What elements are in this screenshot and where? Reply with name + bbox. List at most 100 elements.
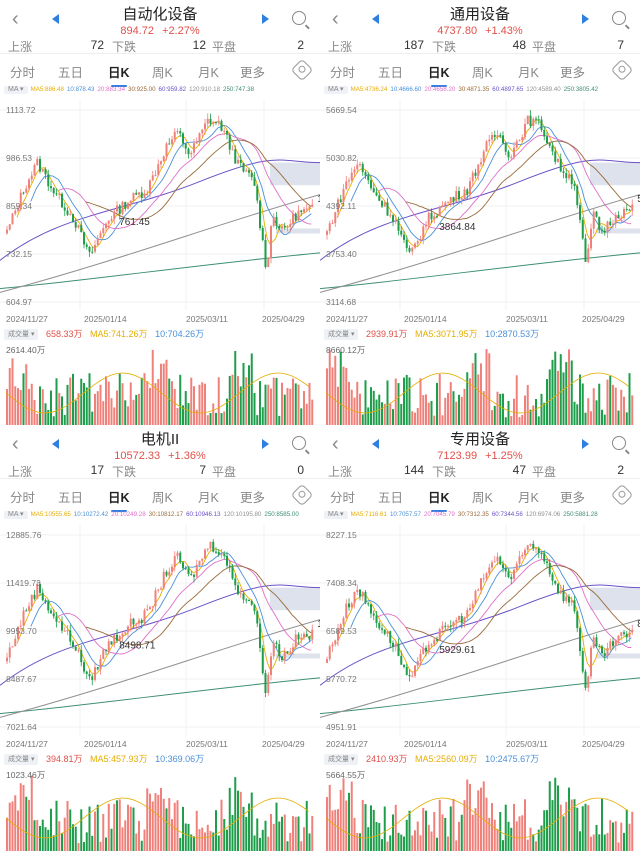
search-icon[interactable] (292, 436, 306, 450)
tab-0[interactable]: 分时 (330, 491, 356, 505)
volume-bar (452, 391, 455, 426)
prev-arrow-icon[interactable] (372, 439, 379, 449)
tab-1[interactable]: 五日 (58, 491, 84, 505)
volume-bar (278, 415, 281, 426)
volume-bar (573, 799, 576, 851)
prev-arrow-icon[interactable] (52, 439, 59, 449)
tab-3[interactable]: 周K (472, 491, 493, 505)
tab-5[interactable]: 更多 (560, 66, 586, 80)
tab-5[interactable]: 更多 (560, 491, 586, 505)
tab-2[interactable]: 日K (428, 487, 450, 512)
volume-bar (132, 399, 135, 426)
candle (270, 656, 272, 675)
volume-bar (231, 374, 234, 426)
volume-bar (212, 832, 215, 851)
candle (267, 674, 270, 693)
candlestick-chart[interactable]: 1090.59 761.45 (0, 100, 320, 312)
tab-5[interactable]: 更多 (240, 66, 266, 80)
volume-chart[interactable] (320, 343, 640, 426)
volume-bar (270, 388, 272, 426)
candle (297, 210, 300, 221)
ma-selector[interactable]: MA ▾ (4, 86, 28, 94)
volume-bar (237, 790, 239, 851)
tab-0[interactable]: 分时 (10, 491, 36, 505)
candle (370, 180, 372, 189)
tab-1[interactable]: 五日 (378, 491, 404, 505)
candlestick-chart[interactable]: 12619.21 8498.71 (0, 525, 320, 737)
candle (190, 152, 193, 155)
back-icon[interactable]: ‹ (332, 8, 339, 30)
back-icon[interactable]: ‹ (332, 433, 339, 455)
tab-2[interactable]: 日K (108, 62, 130, 87)
candle (176, 552, 179, 557)
volume-bar (348, 381, 350, 426)
volume-bar (259, 837, 261, 851)
volume-bar (157, 379, 160, 426)
tab-4[interactable]: 月K (518, 491, 539, 505)
volume-bar (33, 820, 36, 851)
volume-bar (383, 806, 386, 851)
tab-4[interactable]: 月K (198, 491, 219, 505)
volume-bar (116, 800, 118, 851)
tab-3[interactable]: 周K (152, 66, 173, 80)
volume-chart[interactable] (0, 343, 320, 426)
next-arrow-icon[interactable] (262, 439, 269, 449)
tab-1[interactable]: 五日 (378, 66, 404, 80)
next-arrow-icon[interactable] (582, 439, 589, 449)
candle (601, 646, 603, 654)
candle (438, 629, 441, 640)
volume-bar (121, 827, 124, 851)
volume-bar (356, 381, 359, 426)
ma-selector[interactable]: MA ▾ (4, 511, 28, 519)
tab-2[interactable]: 日K (108, 487, 130, 512)
tab-0[interactable]: 分时 (330, 66, 356, 80)
ma60-line (0, 159, 320, 261)
ma10-line (350, 551, 632, 665)
volume-chart[interactable] (0, 768, 320, 851)
volume-bar (22, 373, 25, 426)
candle (206, 118, 209, 124)
volume-bar (419, 378, 422, 426)
tab-3[interactable]: 周K (152, 491, 173, 505)
date-label: 2025/03/11 (186, 739, 228, 749)
volume-chart[interactable] (320, 768, 640, 851)
candle (557, 158, 559, 162)
ma-selector[interactable]: MA ▾ (324, 86, 348, 94)
tab-5[interactable]: 更多 (240, 491, 266, 505)
volume-bar (52, 835, 55, 851)
search-icon[interactable] (612, 11, 626, 25)
prev-arrow-icon[interactable] (372, 14, 379, 24)
candlestick-chart[interactable]: 5553.41 3864.84 (320, 100, 640, 312)
volume-bar (242, 362, 245, 426)
prev-arrow-icon[interactable] (52, 14, 59, 24)
tab-4[interactable]: 月K (518, 66, 539, 80)
volume-legend: 成交量 ▾ 2939.91万 MA5:3071.95万 10:2870.53万 (324, 329, 544, 340)
volume-bar (121, 383, 124, 426)
candle (132, 618, 135, 625)
tab-2[interactable]: 日K (428, 62, 450, 87)
next-arrow-icon[interactable] (582, 14, 589, 24)
tab-4[interactable]: 月K (198, 66, 219, 80)
volume-selector[interactable]: 成交量 ▾ (4, 329, 39, 340)
candle (348, 180, 350, 182)
volume-bar (220, 413, 223, 426)
volume-bar (458, 394, 460, 426)
search-icon[interactable] (292, 11, 306, 25)
volume-selector[interactable]: 成交量 ▾ (4, 754, 39, 765)
y-axis-label: 5030.82 (326, 153, 357, 163)
candle (411, 675, 414, 677)
tab-0[interactable]: 分时 (10, 66, 36, 80)
back-icon[interactable]: ‹ (12, 8, 19, 30)
ma-selector[interactable]: MA ▾ (324, 511, 348, 519)
back-icon[interactable]: ‹ (12, 433, 19, 455)
search-icon[interactable] (612, 436, 626, 450)
tab-1[interactable]: 五日 (58, 66, 84, 80)
candlestick-chart[interactable]: 8078.28 5929.61 (320, 525, 640, 737)
candle (620, 632, 623, 636)
tab-3[interactable]: 周K (472, 66, 493, 80)
volume-bar (176, 408, 179, 426)
volume-bar (303, 827, 305, 851)
volume-selector[interactable]: 成交量 ▾ (324, 754, 359, 765)
next-arrow-icon[interactable] (262, 14, 269, 24)
volume-selector[interactable]: 成交量 ▾ (324, 329, 359, 340)
